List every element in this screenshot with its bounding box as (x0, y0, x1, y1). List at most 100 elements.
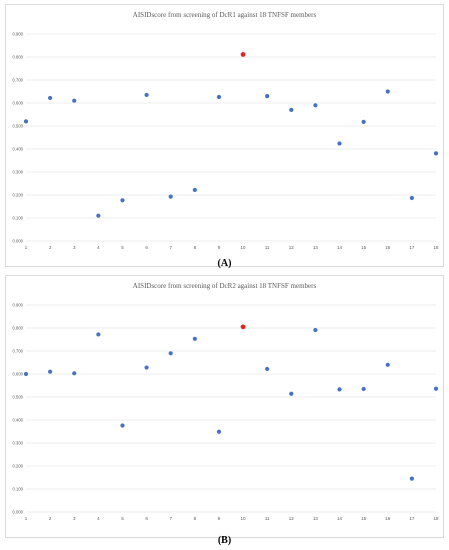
x-tick-label-a: 18 (433, 245, 439, 250)
data-point-b (120, 423, 125, 428)
y-tick-label-a: 0.900 (13, 32, 24, 37)
y-tick-label-a: 0.000 (13, 239, 24, 244)
x-tick-label-a: 9 (218, 245, 221, 250)
x-tick-label-a: 8 (194, 245, 197, 250)
x-tick-label-a: 17 (409, 245, 415, 250)
y-tick-label-b: 0.400 (13, 418, 24, 423)
data-point-a (72, 98, 77, 103)
x-tick-label-a: 15 (361, 245, 367, 250)
x-tick-label-b: 17 (409, 516, 415, 521)
panel-label-a: (A) (217, 258, 232, 269)
data-point-a (289, 107, 294, 112)
x-tick-label-b: 12 (289, 516, 295, 521)
y-tick-label-a: 0.800 (13, 55, 24, 60)
x-tick-label-b: 18 (433, 516, 439, 521)
data-point-b (192, 336, 197, 341)
y-tick-label-a: 0.700 (13, 78, 24, 83)
y-tick-label-b: 0.900 (13, 303, 24, 308)
y-tick-label-a: 0.100 (13, 216, 24, 221)
data-point-b (361, 386, 366, 392)
x-tick-label-a: 3 (73, 245, 76, 250)
data-point-a (120, 198, 125, 203)
data-point-a (361, 119, 366, 124)
y-tick-label-a: 0.500 (13, 124, 24, 129)
x-tick-label-a: 2 (49, 245, 52, 250)
x-tick-label-b: 4 (97, 516, 100, 521)
x-tick-label-a: 14 (337, 245, 343, 250)
x-tick-label-a: 11 (265, 245, 270, 250)
data-point-b (48, 369, 53, 374)
data-point-b (289, 391, 294, 396)
x-tick-label-b: 5 (121, 516, 124, 521)
data-point-a (168, 194, 173, 199)
chart-panel-a: AISIDscore from screening of DcR1 agains… (5, 4, 444, 267)
data-point-a (216, 94, 222, 100)
data-point-a (313, 103, 318, 108)
data-point-a (144, 92, 149, 98)
data-point-a (433, 151, 439, 156)
x-tick-label-a: 4 (97, 245, 100, 250)
x-tick-label-b: 8 (194, 516, 197, 521)
x-tick-label-b: 15 (361, 516, 367, 521)
data-point-b (337, 387, 342, 392)
y-tick-label-b: 0.300 (13, 441, 24, 446)
chart-title-a: AISIDscore from screening of DcR1 agains… (133, 11, 317, 19)
x-tick-label-a: 16 (385, 245, 391, 250)
scatter-chart-a: AISIDscore from screening of DcR1 agains… (13, 11, 439, 250)
data-point-b (23, 371, 29, 377)
data-point-a (385, 89, 390, 94)
x-tick-label-a: 12 (289, 245, 295, 250)
chart-panel-b: AISIDscore from screening of DcR2 agains… (5, 275, 444, 538)
data-point-b (168, 351, 173, 356)
data-point-a (23, 119, 29, 124)
scatter-chart-b: AISIDscore from screening of DcR2 agains… (13, 282, 439, 521)
x-tick-label-a: 5 (121, 245, 124, 250)
x-tick-label-b: 16 (385, 516, 391, 521)
data-point-b (216, 429, 222, 434)
data-point-b (313, 327, 318, 333)
x-tick-label-a: 1 (25, 245, 28, 250)
data-point-a (337, 141, 342, 146)
data-point-b (72, 371, 77, 376)
y-tick-label-b: 0.700 (13, 349, 24, 354)
highlight-point-b (240, 324, 246, 330)
x-tick-label-b: 14 (337, 516, 343, 521)
y-tick-label-a: 0.300 (13, 170, 24, 175)
x-tick-label-a: 7 (169, 245, 172, 250)
y-tick-label-b: 0.600 (13, 372, 24, 377)
x-tick-label-b: 1 (25, 516, 28, 521)
data-point-a (192, 187, 197, 193)
data-point-b (144, 365, 149, 370)
panel-label-b: (B) (217, 535, 232, 546)
x-tick-label-b: 11 (265, 516, 270, 521)
y-tick-label-b: 0.200 (13, 464, 24, 469)
data-point-a (96, 213, 101, 218)
x-tick-label-a: 10 (241, 245, 247, 250)
data-point-a (409, 195, 414, 201)
data-point-b (433, 386, 439, 391)
x-tick-label-b: 9 (218, 516, 221, 521)
y-tick-label-a: 0.600 (13, 101, 24, 106)
y-tick-label-b: 0.000 (13, 510, 24, 515)
y-tick-label-b: 0.800 (13, 326, 24, 331)
y-tick-label-b: 0.100 (13, 487, 24, 492)
y-tick-label-b: 0.500 (13, 395, 24, 400)
data-point-a (265, 94, 270, 99)
highlight-point-a (240, 52, 246, 57)
x-tick-label-a: 13 (313, 245, 319, 250)
chart-title-b: AISIDscore from screening of DcR2 agains… (133, 282, 317, 290)
y-tick-label-a: 0.200 (13, 193, 24, 198)
data-point-a (48, 95, 53, 101)
y-tick-label-a: 0.400 (13, 147, 24, 152)
x-tick-label-b: 7 (169, 516, 172, 521)
data-point-b (265, 366, 270, 372)
data-point-b (96, 332, 101, 337)
x-tick-label-a: 6 (145, 245, 148, 250)
x-tick-label-b: 3 (73, 516, 76, 521)
x-tick-label-b: 6 (145, 516, 148, 521)
data-point-b (385, 362, 390, 367)
x-tick-label-b: 10 (241, 516, 247, 521)
x-tick-label-b: 13 (313, 516, 319, 521)
data-point-b (409, 476, 414, 481)
x-tick-label-b: 2 (49, 516, 52, 521)
